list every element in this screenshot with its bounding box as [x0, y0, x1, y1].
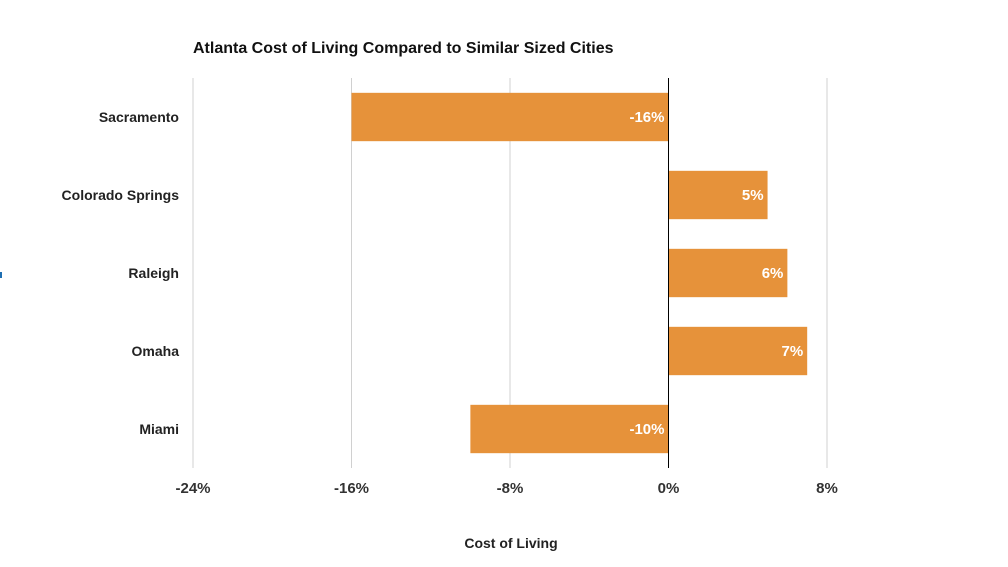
grid-lines	[192, 78, 828, 468]
bars	[351, 92, 808, 454]
category-label: Colorado Springs	[62, 187, 180, 203]
chart-title: Atlanta Cost of Living Compared to Simil…	[193, 40, 614, 57]
category-label: Raleigh	[128, 265, 179, 281]
category-labels: Sacramento Colorado Springs Raleigh Omaha Mi…	[62, 109, 180, 437]
category-label: Miami	[139, 421, 179, 437]
x-tick-label: -24%	[175, 480, 210, 497]
data-label: 7%	[782, 343, 804, 360]
bar	[668, 248, 788, 298]
x-tick-label: 8%	[816, 480, 838, 497]
x-tick-label: 0%	[658, 480, 680, 497]
left-edge-mark	[0, 272, 2, 278]
data-labels: -16% 5% 6% 7% -10%	[629, 109, 803, 438]
category-label: Omaha	[132, 343, 180, 359]
data-label: 5%	[742, 187, 764, 204]
x-tick-label: -16%	[334, 480, 369, 497]
x-axis-label: Cost of Living	[464, 535, 557, 551]
data-label: 6%	[762, 265, 784, 282]
bar	[668, 170, 768, 220]
category-label: Sacramento	[99, 109, 179, 125]
bar	[351, 92, 669, 142]
bar	[668, 326, 808, 376]
data-label: -16%	[629, 109, 664, 126]
data-label: -10%	[629, 421, 664, 438]
bar	[470, 404, 669, 454]
x-tick-labels: -24% -16% -8% 0% 8%	[175, 480, 837, 497]
x-tick-label: -8%	[497, 480, 524, 497]
